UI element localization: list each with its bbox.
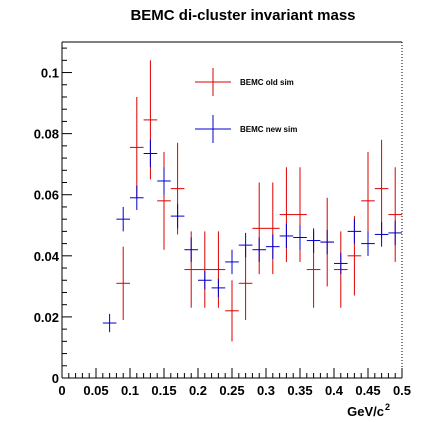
- data-point: [143, 139, 158, 168]
- x-tick-label: 0: [58, 383, 65, 398]
- x-tick-label: 0.25: [219, 383, 244, 398]
- x-axis-ticks: 0 0.05 0.1 0.15 0.2 0.25 0.3 0.35 0.4 0.45 0.5: [58, 368, 411, 398]
- y-tick-label: 0.06: [34, 188, 59, 203]
- data-point: [116, 246, 130, 320]
- data-point: [361, 231, 375, 256]
- x-tick-label: 0.45: [355, 383, 380, 398]
- y-tick-label: 0.04: [34, 249, 60, 264]
- data-point: [266, 182, 280, 275]
- x-axis-label-superscript: 2: [385, 402, 390, 412]
- legend-entry-new-sim: BEMC new sim: [195, 115, 297, 143]
- data-point: [102, 313, 117, 333]
- x-tick-label: 0.5: [393, 383, 411, 398]
- data-point: [279, 223, 294, 249]
- data-point: [170, 203, 185, 229]
- data-point: [225, 249, 239, 275]
- data-point: [198, 231, 212, 308]
- data-point: [374, 222, 389, 247]
- data-point: [388, 220, 402, 246]
- data-point: [157, 151, 171, 250]
- legend: BEMC old sim BEMC new sim: [195, 68, 297, 143]
- y-axis-ticks: 0 0.02 0.04 0.06 0.08 0.1: [34, 47, 72, 386]
- data-point: [116, 206, 130, 232]
- y-tick-label: 0: [52, 371, 59, 386]
- series-old-sim: [116, 60, 402, 342]
- data-point: [266, 234, 280, 259]
- data-point: [388, 167, 402, 262]
- chart-title: BEMC di-cluster invariant mass: [130, 7, 355, 24]
- legend-label-old-sim: BEMC old sim: [240, 78, 294, 87]
- data-point: [157, 167, 171, 195]
- y-tick-label: 0.02: [34, 310, 59, 325]
- series-new-sim: [102, 139, 402, 333]
- x-tick-label: 0.35: [287, 383, 312, 398]
- data-point: [184, 237, 198, 262]
- data-point: [347, 219, 362, 244]
- x-axis-label: GeV/c: [347, 404, 384, 419]
- data-point: [374, 139, 389, 238]
- y-tick-label: 0.08: [34, 127, 59, 142]
- x-tick-label: 0.05: [83, 383, 108, 398]
- data-point: [211, 278, 226, 298]
- y-tick-label: 0.1: [41, 66, 59, 81]
- data-point: [238, 232, 253, 258]
- x-axis-label-text: GeV/c: [347, 404, 384, 419]
- data-point: [198, 271, 212, 290]
- data-point: [320, 229, 334, 255]
- data-point: [306, 228, 321, 253]
- series-layer: [102, 60, 402, 342]
- data-point: [252, 237, 266, 262]
- x-tick-label: 0.15: [151, 383, 176, 398]
- x-tick-label: 0.4: [325, 383, 344, 398]
- x-tick-label: 0.2: [189, 383, 207, 398]
- x-tick-label: 0.3: [257, 383, 275, 398]
- data-point: [130, 185, 144, 210]
- data-point: [238, 246, 253, 320]
- data-point: [130, 96, 144, 198]
- legend-label-new-sim: BEMC new sim: [240, 125, 297, 134]
- data-point: [334, 252, 348, 275]
- data-point: [293, 225, 307, 250]
- x-tick-label: 0.1: [121, 383, 139, 398]
- legend-entry-old-sim: BEMC old sim: [195, 68, 294, 96]
- data-point: [225, 280, 239, 342]
